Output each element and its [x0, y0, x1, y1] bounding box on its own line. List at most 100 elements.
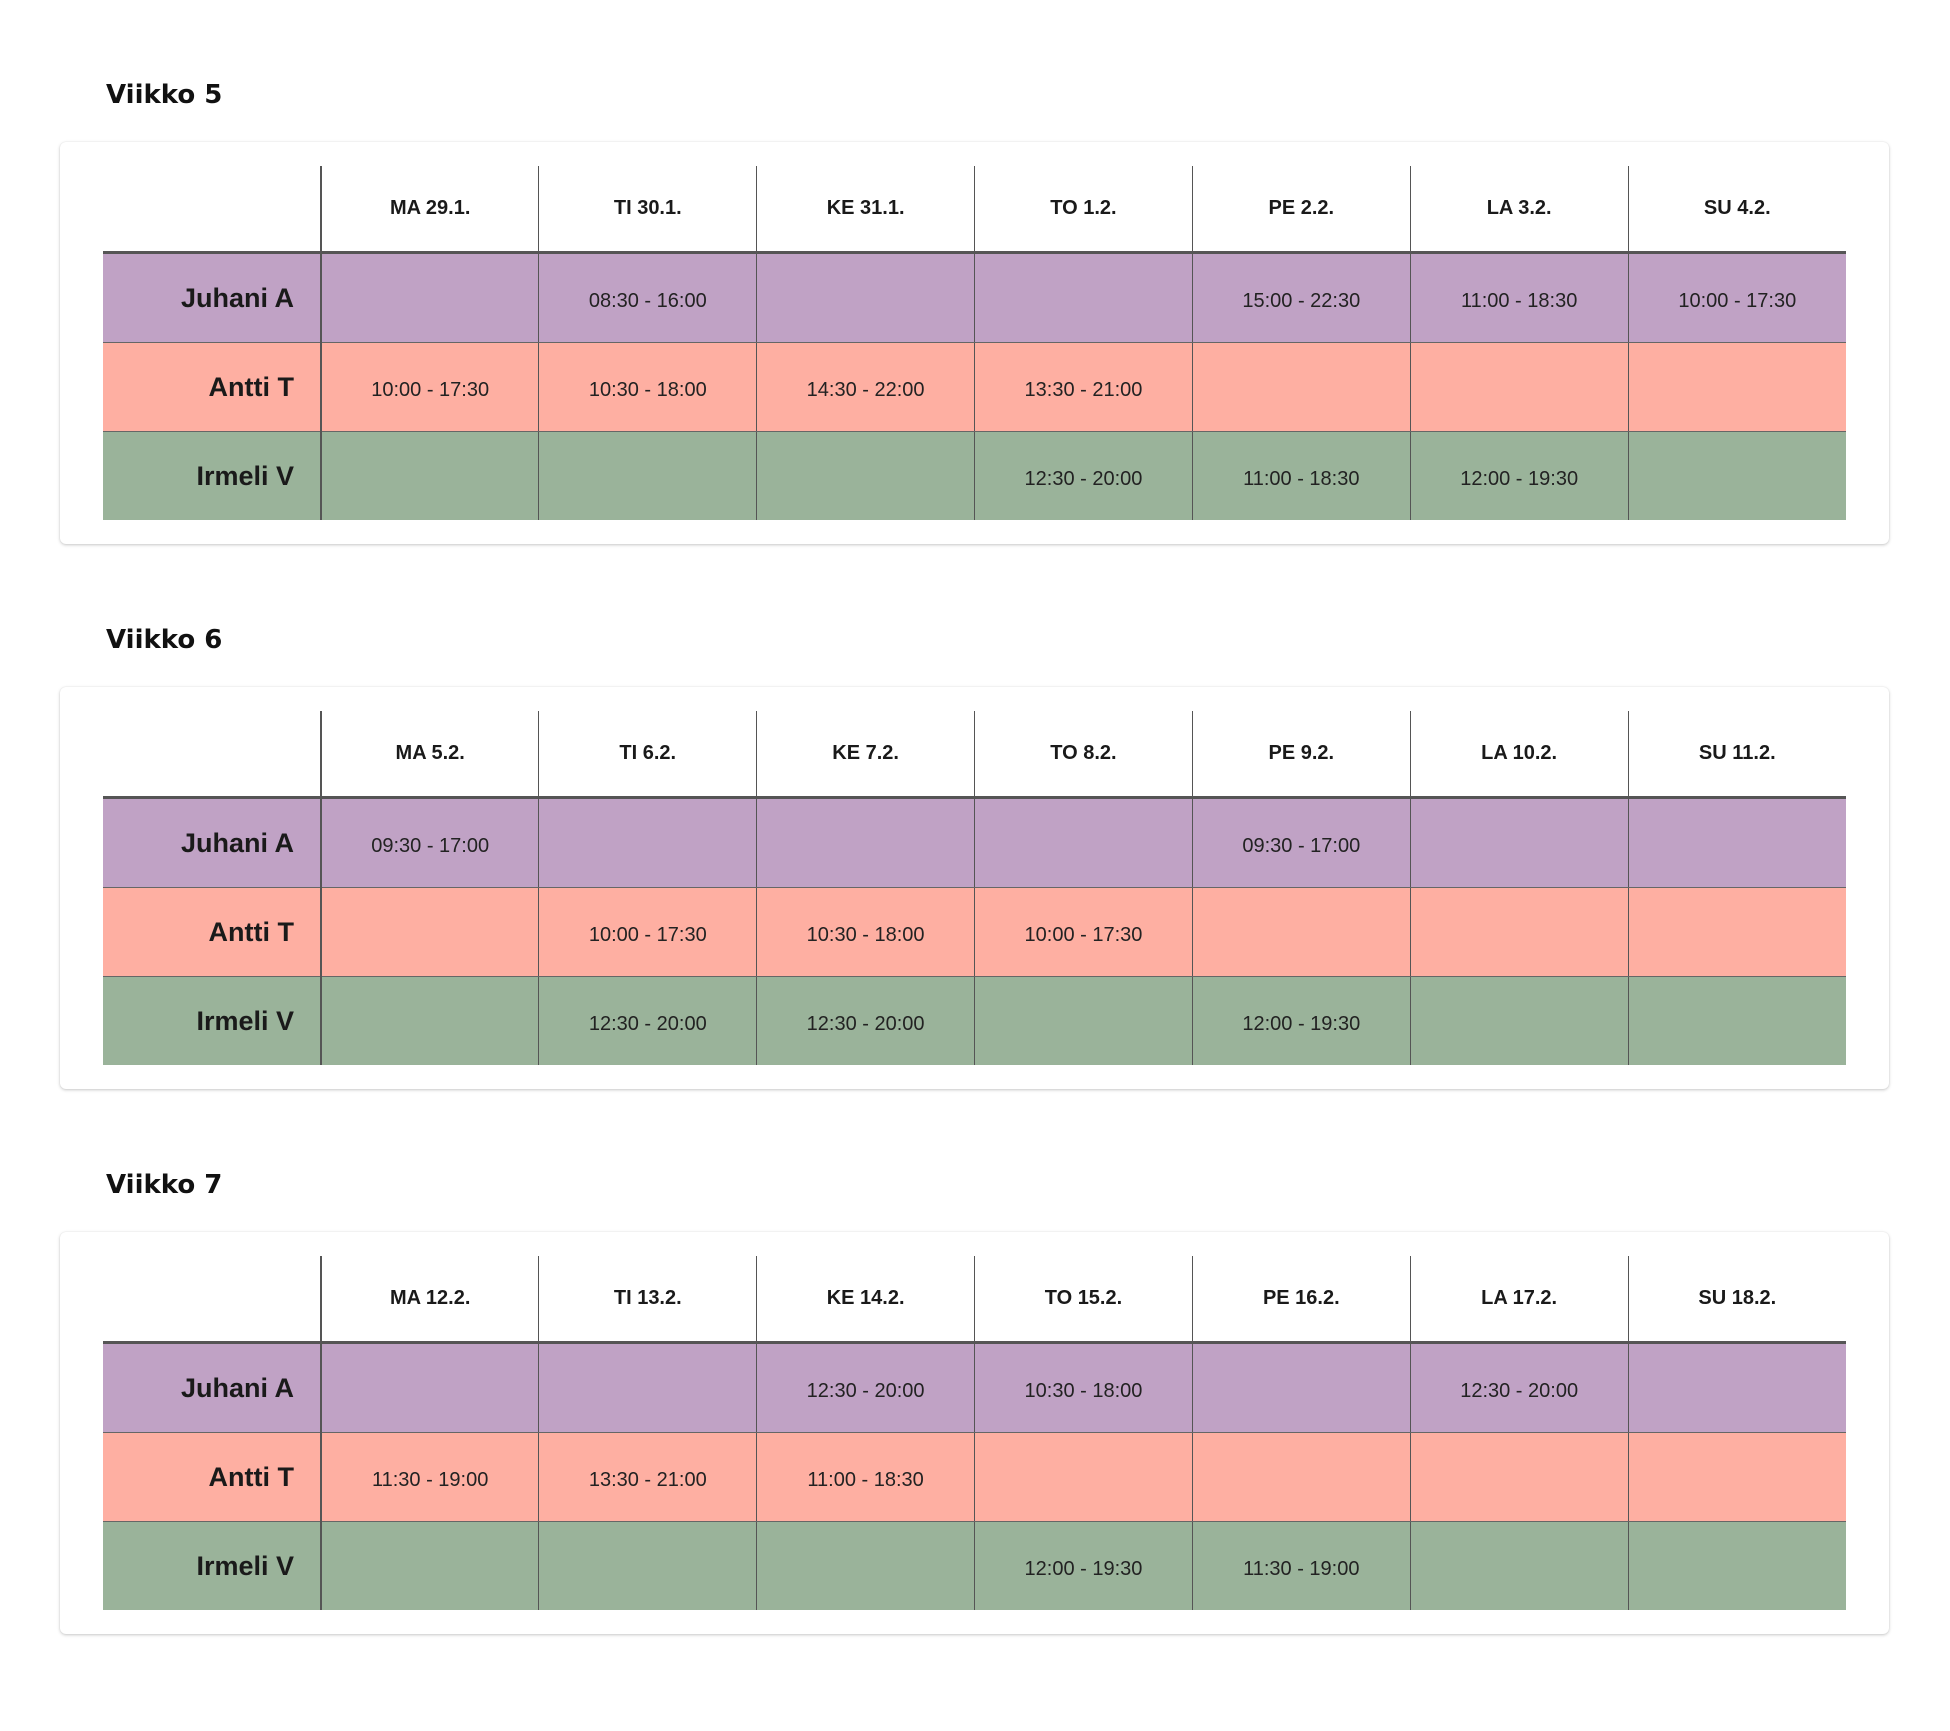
- shift-cell[interactable]: [1627, 342, 1846, 432]
- shift-cell[interactable]: 15:00 - 22:30: [1191, 252, 1411, 343]
- shift-cell[interactable]: [320, 887, 539, 977]
- shift-cell[interactable]: [1409, 1432, 1629, 1522]
- day-header: MA 29.1.: [320, 166, 539, 254]
- shift-cell[interactable]: [538, 1342, 757, 1433]
- shift-time: 12:30 - 20:00: [806, 1379, 925, 1402]
- shift-cell[interactable]: [538, 431, 757, 520]
- shift-time: 10:00 - 17:30: [588, 923, 707, 946]
- shift-cell[interactable]: [320, 431, 539, 520]
- employee-name: Juhani A: [103, 252, 322, 343]
- shift-time: 08:30 - 16:00: [588, 289, 707, 312]
- shift-time: 15:00 - 22:30: [1242, 289, 1361, 312]
- shift-cell[interactable]: 09:30 - 17:00: [320, 797, 539, 888]
- shift-time: 10:30 - 18:00: [588, 378, 707, 401]
- day-header-row: MA 29.1. TI 30.1. KE 31.1. TO 1.2. PE 2.…: [103, 166, 1846, 254]
- shift-cell[interactable]: [974, 1432, 1193, 1522]
- employee-name: Antti T: [103, 887, 322, 977]
- shift-cell[interactable]: [756, 1521, 975, 1610]
- day-header: TO 15.2.: [974, 1256, 1193, 1344]
- shift-cell[interactable]: [538, 1521, 757, 1610]
- day-header: MA 5.2.: [320, 711, 539, 799]
- day-header: KE 7.2.: [756, 711, 975, 799]
- shift-cell[interactable]: [974, 797, 1193, 888]
- shift-cell[interactable]: 10:00 - 17:30: [538, 887, 757, 977]
- employee-row: Juhani A 12:30 - 20:00 10:30 - 18:00 12:30 …: [103, 1342, 1846, 1433]
- day-header: TI 13.2.: [538, 1256, 757, 1344]
- shift-time: 12:00 - 19:30: [1024, 1557, 1143, 1580]
- shift-cell[interactable]: 14:30 - 22:00: [756, 342, 975, 432]
- schedule-card: MA 29.1. TI 30.1. KE 31.1. TO 1.2. PE 2.…: [60, 142, 1889, 544]
- shift-cell[interactable]: [1409, 976, 1629, 1065]
- shift-cell[interactable]: 09:30 - 17:00: [1191, 797, 1411, 888]
- shift-cell[interactable]: 10:30 - 18:00: [974, 1342, 1193, 1433]
- shift-cell[interactable]: [320, 1342, 539, 1433]
- shift-cell[interactable]: 11:30 - 19:00: [320, 1432, 539, 1522]
- shift-time: 14:30 - 22:00: [806, 378, 925, 401]
- employee-row: Antti T 11:30 - 19:00 13:30 - 21:00 11:00 -…: [103, 1432, 1846, 1522]
- shift-cell[interactable]: [1627, 976, 1846, 1065]
- employee-name: Irmeli V: [103, 1521, 322, 1610]
- shift-cell[interactable]: 11:00 - 18:30: [756, 1432, 975, 1522]
- shift-cell[interactable]: 11:00 - 18:30: [1191, 431, 1411, 520]
- shift-cell[interactable]: [1627, 887, 1846, 977]
- shift-cell[interactable]: 10:30 - 18:00: [538, 342, 757, 432]
- shift-cell[interactable]: [1627, 797, 1846, 888]
- shift-cell[interactable]: 10:00 - 17:30: [1627, 252, 1846, 343]
- employee-name: Antti T: [103, 1432, 322, 1522]
- shift-cell[interactable]: 08:30 - 16:00: [538, 252, 757, 343]
- shift-cell[interactable]: [1191, 1342, 1411, 1433]
- shift-cell[interactable]: [1191, 342, 1411, 432]
- employee-name: Juhani A: [103, 797, 322, 888]
- shift-cell[interactable]: 12:00 - 19:30: [1409, 431, 1629, 520]
- shift-cell[interactable]: 10:30 - 18:00: [756, 887, 975, 977]
- shift-cell[interactable]: 11:00 - 18:30: [1409, 252, 1629, 343]
- employee-row: Antti T 10:00 - 17:30 10:30 - 18:00 10:00 -…: [103, 887, 1846, 977]
- employee-row: Juhani A 08:30 - 16:00 15:00 - 22:30 11:00 …: [103, 252, 1846, 343]
- employee-name: Irmeli V: [103, 976, 322, 1065]
- shift-cell[interactable]: [1409, 342, 1629, 432]
- shift-cell[interactable]: [1627, 1432, 1846, 1522]
- day-header: LA 17.2.: [1409, 1256, 1629, 1344]
- shift-cell[interactable]: [1409, 887, 1629, 977]
- employee-name: Irmeli V: [103, 431, 322, 520]
- shift-time: 13:30 - 21:00: [588, 1468, 707, 1491]
- shift-cell[interactable]: 12:30 - 20:00: [974, 431, 1193, 520]
- shift-cell[interactable]: 13:30 - 21:00: [538, 1432, 757, 1522]
- shift-cell[interactable]: 10:00 - 17:30: [974, 887, 1193, 977]
- schedule-table: MA 5.2. TI 6.2. KE 7.2. TO 8.2. PE 9.2. …: [103, 711, 1846, 1065]
- shift-time: 13:30 - 21:00: [1024, 378, 1143, 401]
- shift-cell[interactable]: [1409, 797, 1629, 888]
- shift-time: 10:30 - 18:00: [1024, 1379, 1143, 1402]
- shift-cell[interactable]: 12:30 - 20:00: [538, 976, 757, 1065]
- shift-time: 12:00 - 19:30: [1242, 1012, 1361, 1035]
- shift-cell[interactable]: 12:30 - 20:00: [756, 976, 975, 1065]
- shift-cell[interactable]: [756, 252, 975, 343]
- day-header: KE 14.2.: [756, 1256, 975, 1344]
- shift-cell[interactable]: 12:30 - 20:00: [1409, 1342, 1629, 1433]
- shift-cell[interactable]: [320, 1521, 539, 1610]
- shift-cell[interactable]: [756, 431, 975, 520]
- shift-cell[interactable]: [1627, 1342, 1846, 1433]
- shift-cell[interactable]: [320, 252, 539, 343]
- shift-cell[interactable]: [1191, 1432, 1411, 1522]
- shift-cell[interactable]: [1191, 887, 1411, 977]
- shift-cell[interactable]: [974, 252, 1193, 343]
- shift-cell[interactable]: 12:00 - 19:30: [974, 1521, 1193, 1610]
- shift-cell[interactable]: [538, 797, 757, 888]
- schedule-table: MA 12.2. TI 13.2. KE 14.2. TO 15.2. PE 1…: [103, 1256, 1846, 1610]
- shift-cell[interactable]: 13:30 - 21:00: [974, 342, 1193, 432]
- shift-cell[interactable]: [756, 797, 975, 888]
- shift-cell[interactable]: [974, 976, 1193, 1065]
- shift-time: 11:30 - 19:00: [1243, 1557, 1360, 1580]
- shift-cell[interactable]: 10:00 - 17:30: [320, 342, 539, 432]
- shift-cell[interactable]: [1627, 1521, 1846, 1610]
- shift-cell[interactable]: 11:30 - 19:00: [1191, 1521, 1411, 1610]
- shift-cell[interactable]: [1409, 1521, 1629, 1610]
- header-corner: [103, 1256, 321, 1344]
- shift-cell[interactable]: 12:30 - 20:00: [756, 1342, 975, 1433]
- day-header-row: MA 12.2. TI 13.2. KE 14.2. TO 15.2. PE 1…: [103, 1256, 1846, 1344]
- shift-cell[interactable]: [320, 976, 539, 1065]
- shift-cell[interactable]: 12:00 - 19:30: [1191, 976, 1411, 1065]
- day-header: PE 9.2.: [1191, 711, 1411, 799]
- shift-cell[interactable]: [1627, 431, 1846, 520]
